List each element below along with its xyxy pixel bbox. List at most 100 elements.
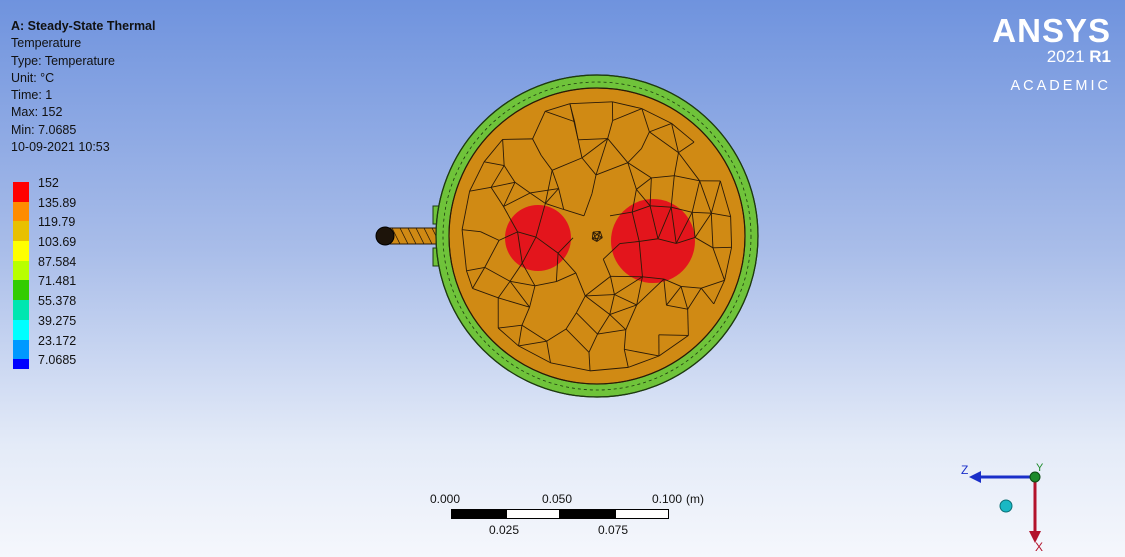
mesh-edge: [509, 281, 530, 308]
mesh-edge: [588, 333, 598, 353]
mesh-edge: [472, 267, 486, 289]
logo-brand: ANSYS: [992, 12, 1111, 49]
mesh-edge: [517, 231, 537, 238]
legend-label[interactable]: 103.69: [38, 235, 77, 250]
mesh-edge: [521, 236, 537, 264]
legend-label[interactable]: 71.481: [38, 274, 77, 289]
mesh-edge: [678, 152, 701, 182]
view-center-sphere[interactable]: [999, 499, 1013, 513]
mesh-edge: [691, 180, 701, 213]
mesh-edge: [671, 206, 693, 213]
shell-outline: [435, 74, 759, 398]
mesh-edge: [578, 138, 608, 141]
legend-swatch: [13, 182, 29, 202]
mesh-edge: [694, 212, 712, 238]
legend-label[interactable]: 55.378: [38, 294, 77, 309]
mesh-edge: [638, 241, 643, 277]
mesh-edge: [649, 177, 652, 206]
scale-segment-4: [615, 509, 669, 519]
legend-label[interactable]: 39.275: [38, 313, 77, 328]
mesh-edge: [631, 212, 640, 242]
scale-tick-0: 0.000: [430, 492, 461, 506]
mesh-edge: [724, 247, 733, 281]
mesh-edge: [502, 138, 533, 140]
mesh-edge: [597, 314, 611, 335]
legend-label[interactable]: 23.172: [38, 333, 77, 348]
mesh-edge: [521, 324, 547, 342]
mesh-edge: [461, 229, 467, 271]
mesh-edge: [597, 329, 626, 335]
mesh-edge: [469, 161, 485, 192]
mesh-edge: [641, 108, 672, 124]
mesh-edge: [484, 266, 511, 282]
mesh-edge: [687, 287, 702, 310]
legend-swatch: [13, 319, 29, 340]
mesh-edge: [673, 152, 679, 176]
mesh-edge: [710, 180, 721, 214]
mesh-edge: [569, 101, 613, 105]
mesh-edge: [730, 216, 733, 248]
result-type: Type: Temperature: [11, 53, 115, 68]
mesh-edge: [565, 312, 577, 330]
mesh-edge: [540, 155, 553, 171]
z-axis-label: Z: [961, 463, 968, 477]
legend-label[interactable]: 7.0685: [38, 353, 77, 368]
mesh-edge: [602, 243, 621, 260]
result-min: Min: 7.0685: [11, 122, 77, 137]
domain-body[interactable]: [448, 87, 746, 385]
scale-tick-050: 0.050: [542, 492, 573, 506]
x-axis-label: X: [1035, 540, 1043, 554]
mesh-edge: [701, 279, 725, 289]
mesh-edge: [666, 304, 688, 310]
mesh-edge: [595, 162, 628, 176]
legend-label[interactable]: 152: [38, 176, 59, 190]
scale-tick-025: 0.025: [489, 523, 520, 537]
mesh-edge: [544, 170, 553, 204]
mesh-edge: [713, 280, 725, 305]
legend-label[interactable]: 87.584: [38, 254, 77, 269]
y-axis-label: Y: [1036, 462, 1044, 474]
mesh-edge: [575, 295, 586, 314]
mesh-edge: [532, 111, 546, 140]
mesh-edge: [663, 279, 667, 306]
legend-swatch: [13, 300, 29, 320]
mesh-edge: [521, 262, 536, 287]
mesh-edge: [609, 304, 637, 315]
legend-label[interactable]: 135.89: [38, 195, 77, 210]
mesh-edge: [625, 304, 638, 330]
mesh-edge: [503, 206, 518, 233]
mesh-edge: [627, 148, 642, 163]
hot-spot-right[interactable]: [611, 199, 695, 283]
mesh-edge: [483, 139, 503, 163]
mesh-edge: [518, 325, 523, 346]
mesh-edge: [497, 281, 511, 299]
result-info-panel: A: Steady-State Thermal Temperature Type…: [11, 18, 155, 156]
mesh-edge: [585, 275, 611, 297]
mesh-edge: [609, 211, 633, 217]
scale-tick-100: 0.100: [652, 492, 683, 506]
scale-unit: (m): [686, 492, 704, 506]
mesh-edge: [509, 280, 536, 287]
mesh-edge: [674, 175, 700, 182]
mesh-edge: [675, 212, 693, 244]
mesh-edge: [546, 341, 551, 363]
mesh-edge: [546, 328, 567, 342]
scale-segment-1: [451, 509, 506, 519]
mesh-edge: [581, 138, 608, 159]
mesh-edge: [469, 186, 492, 192]
mesh-edge: [607, 120, 614, 139]
mesh-edge: [498, 231, 518, 241]
mesh-edge: [712, 247, 725, 281]
axis-triad[interactable]: Z X Y: [955, 455, 1065, 555]
legend-label[interactable]: 119.79: [38, 215, 76, 230]
mesh-edge: [490, 187, 504, 207]
mesh-edge: [484, 161, 505, 166]
mesh-edge: [466, 266, 485, 272]
mesh-edge: [612, 108, 643, 121]
z-axis-arrow: [969, 471, 981, 483]
mesh-edge: [557, 237, 574, 254]
mesh-edge: [649, 122, 672, 133]
mesh-edge: [545, 110, 575, 123]
mesh-edge: [480, 231, 500, 241]
